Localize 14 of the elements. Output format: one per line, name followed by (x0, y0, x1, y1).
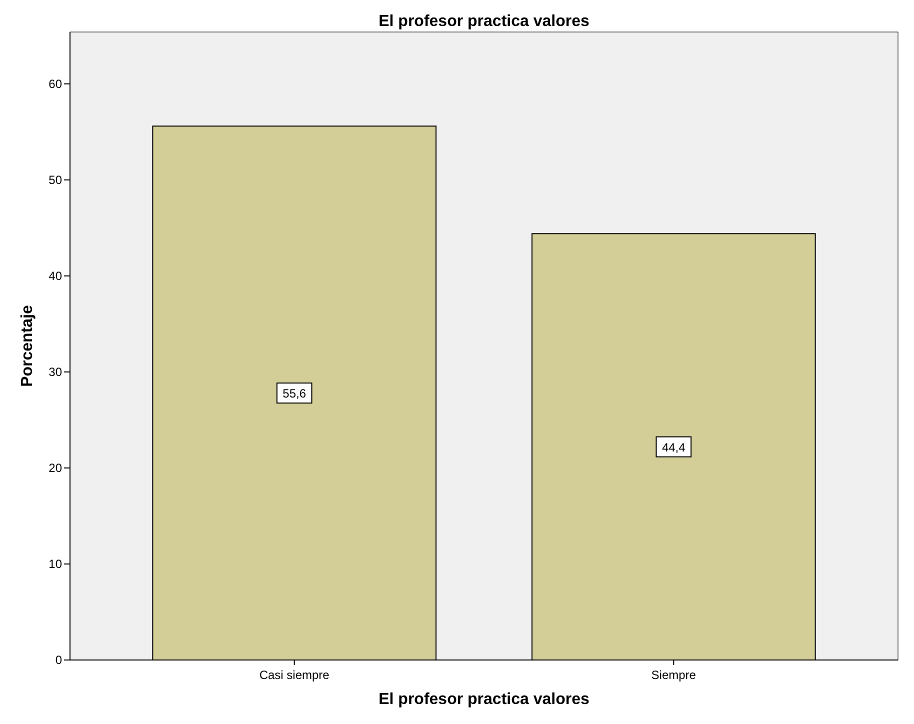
y-tick-label: 0 (55, 653, 62, 667)
y-tick-label: 30 (48, 364, 62, 379)
data-label: 55,6 (282, 386, 306, 401)
x-tick-label: Casi siempre (259, 668, 330, 682)
chart-title: El profesor practica valores (378, 13, 590, 30)
y-axis-title: Porcentaje (19, 304, 36, 387)
y-tick-label: 20 (48, 460, 62, 475)
y-tick-label: 60 (48, 76, 62, 91)
y-tick-label: 50 (48, 172, 62, 187)
x-axis-title: El profesor practica valores (378, 691, 590, 708)
y-tick-label: 40 (48, 268, 62, 283)
y-tick-label: 10 (48, 556, 62, 571)
x-tick-label: Siempre (651, 668, 696, 682)
data-label: 44,4 (662, 440, 686, 454)
